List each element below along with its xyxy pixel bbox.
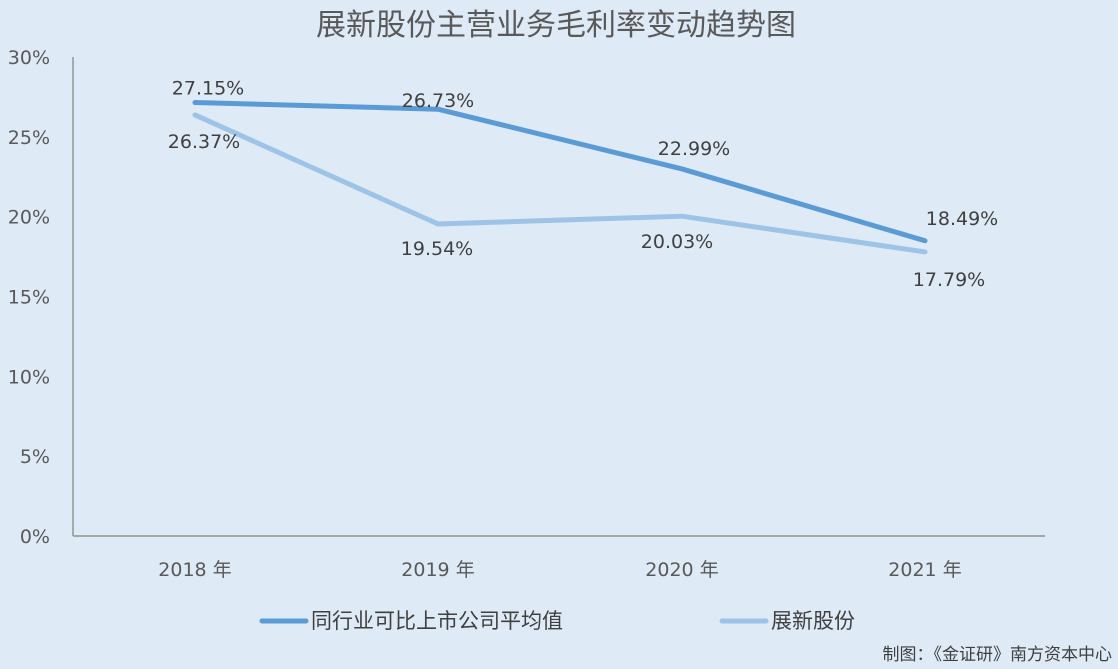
data-label: 26.73% bbox=[402, 90, 474, 112]
data-label: 19.54% bbox=[401, 238, 473, 260]
y-tick-label: 5% bbox=[20, 446, 50, 468]
x-tick-label: 2021 年 bbox=[888, 559, 961, 581]
data-labels: 27.15% 26.73% 22.99% 18.49% 26.37% 19.54% 20.0… bbox=[168, 78, 998, 291]
data-label: 22.99% bbox=[658, 138, 730, 160]
series-line-industry-average bbox=[192, 100, 928, 244]
y-tick-label: 15% bbox=[8, 287, 50, 309]
series-lines bbox=[192, 100, 928, 255]
x-tick-label: 2018 年 bbox=[158, 559, 231, 581]
data-label: 18.49% bbox=[926, 208, 998, 230]
y-tick-label: 25% bbox=[8, 127, 50, 149]
x-tick-label: 2020 年 bbox=[645, 559, 718, 581]
data-label: 20.03% bbox=[641, 231, 713, 253]
x-tick-label: 2019 年 bbox=[401, 559, 474, 581]
y-tick-label: 10% bbox=[8, 366, 50, 388]
data-label: 17.79% bbox=[913, 269, 985, 291]
legend-label-avg: 同行业可比上市公司平均值 bbox=[311, 609, 563, 633]
series-line-zhanxin bbox=[192, 112, 928, 255]
chart-title: 展新股份主营业务毛利率变动趋势图 bbox=[316, 8, 796, 43]
y-tick-label: 30% bbox=[8, 47, 50, 69]
legend-label-zhanxin: 展新股份 bbox=[771, 609, 855, 633]
legend: 同行业可比上市公司平均值 展新股份 bbox=[259, 609, 855, 633]
source-note: 制图：《金证研》南方资本中心 bbox=[883, 645, 1113, 665]
y-axis-ticks: 0% 5% 10% 15% 20% 25% 30% bbox=[8, 47, 50, 548]
y-tick-label: 20% bbox=[8, 207, 50, 229]
data-label: 27.15% bbox=[172, 78, 244, 100]
data-label: 26.37% bbox=[168, 131, 240, 153]
y-tick-label: 0% bbox=[20, 526, 50, 548]
x-axis-ticks: 2018 年 2019 年 2020 年 2021 年 bbox=[158, 559, 961, 581]
